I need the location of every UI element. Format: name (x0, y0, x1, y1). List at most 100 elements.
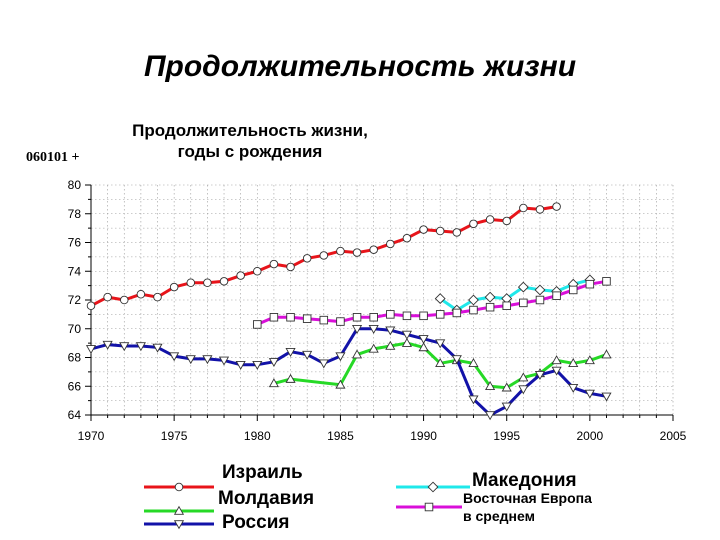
data-point-israel (435, 226, 445, 236)
data-point-russia (485, 411, 496, 421)
data-point-israel (286, 262, 295, 272)
data-point-russia (302, 350, 313, 360)
x-tick-label: 1995 (493, 429, 520, 443)
data-point-eastern-europe (419, 311, 428, 321)
data-point-russia (418, 335, 429, 345)
data-point-moldova (268, 378, 279, 388)
chart-title: Продолжительность жизни, годы с рождения (100, 120, 400, 162)
data-point-israel (269, 259, 279, 269)
data-point-israel (169, 282, 179, 292)
data-point-russia (135, 342, 146, 352)
data-point-eastern-europe (535, 295, 545, 305)
data-point-russia (335, 352, 346, 362)
data-point-israel (535, 205, 545, 214)
data-point-eastern-europe (386, 310, 395, 319)
legend-label-eastern-europe: Восточная Европа в среднем (463, 489, 592, 525)
y-tick-label: 80 (68, 178, 82, 192)
data-point-israel (203, 278, 212, 288)
data-point-eastern-europe (402, 311, 412, 321)
data-point-israel (386, 239, 395, 249)
data-point-israel (120, 295, 129, 305)
legend-marker-russia (173, 520, 185, 530)
y-tick-label: 68 (68, 351, 82, 365)
data-point-russia (351, 325, 363, 334)
data-point-eastern-europe (336, 317, 345, 326)
data-point-russia (501, 402, 512, 412)
data-point-moldova (501, 382, 512, 392)
data-point-eastern-europe (469, 305, 478, 315)
y-tick-label: 78 (68, 207, 82, 221)
data-point-israel (186, 278, 196, 288)
data-point-eastern-europe (253, 320, 262, 329)
data-point-israel (153, 292, 162, 302)
data-point-israel (103, 292, 112, 302)
data-point-eastern-europe (319, 315, 329, 325)
data-point-israel (452, 228, 462, 237)
data-point-israel (519, 203, 528, 213)
x-tick-label: 2000 (577, 429, 604, 443)
data-point-eastern-europe (286, 313, 295, 322)
slide-title: Продолжительность жизни (143, 50, 577, 83)
x-tick-label: 1975 (161, 429, 188, 443)
data-point-eastern-europe (352, 313, 362, 322)
data-point-moldova (584, 355, 595, 365)
data-point-eastern-europe (302, 314, 312, 323)
data-point-israel (469, 219, 478, 229)
legend-label-macedonia: Македония (472, 470, 577, 491)
x-tick-label: 2005 (660, 429, 687, 443)
legend-marker-moldova (173, 505, 185, 515)
y-tick-label: 70 (68, 322, 82, 336)
data-point-moldova (551, 355, 562, 365)
data-point-eastern-europe (269, 313, 279, 322)
series-line-russia (90, 327, 607, 417)
x-tick-label: 1970 (78, 429, 105, 443)
y-tick-label: 66 (68, 379, 82, 393)
data-point-russia (285, 348, 296, 357)
data-point-israel (419, 225, 428, 234)
data-point-russia (85, 345, 97, 355)
data-point-eastern-europe (519, 298, 528, 308)
data-point-eastern-europe (435, 310, 445, 319)
data-point-israel (502, 216, 511, 226)
data-point-russia (401, 330, 413, 340)
legend-marker-macedonia (427, 481, 439, 493)
data-point-israel (369, 245, 378, 254)
data-point-russia (185, 355, 196, 365)
legend-label-russia: Россия (222, 512, 290, 533)
x-tick-label: 1985 (327, 429, 354, 443)
legend-marker-eastern-europe (424, 502, 434, 512)
data-point-russia (518, 385, 529, 395)
data-point-russia (268, 358, 279, 368)
data-point-russia (584, 389, 595, 399)
y-tick-label: 64 (68, 408, 82, 422)
data-point-israel (402, 233, 412, 243)
data-point-russia (169, 352, 180, 362)
x-tick-label: 1980 (244, 429, 271, 443)
data-point-russia (468, 395, 479, 405)
data-point-israel (552, 202, 561, 211)
chart-code-label: 060101 + (26, 150, 80, 165)
data-point-russia (385, 326, 396, 336)
data-point-russia (202, 355, 213, 365)
legend-label-israel: Израиль (222, 462, 303, 483)
data-point-israel (219, 277, 229, 286)
data-point-moldova (568, 358, 579, 367)
data-point-russia (235, 360, 246, 370)
data-point-russia (551, 366, 562, 376)
data-point-eastern-europe (602, 277, 611, 286)
data-point-moldova (401, 337, 413, 347)
data-point-moldova (485, 381, 496, 390)
data-point-eastern-europe (369, 313, 378, 322)
data-point-eastern-europe (552, 291, 561, 300)
data-point-russia (568, 383, 579, 393)
data-point-russia (368, 325, 379, 334)
data-point-eastern-europe (485, 302, 495, 312)
data-point-moldova (468, 358, 479, 367)
data-point-eastern-europe (502, 301, 511, 311)
chart-title-line-2: годы с рождения (177, 142, 323, 161)
data-point-israel (485, 215, 495, 224)
data-point-eastern-europe (585, 279, 595, 289)
chart-title-line-1: Продолжительность жизни, (132, 121, 368, 140)
data-point-moldova (335, 379, 346, 389)
